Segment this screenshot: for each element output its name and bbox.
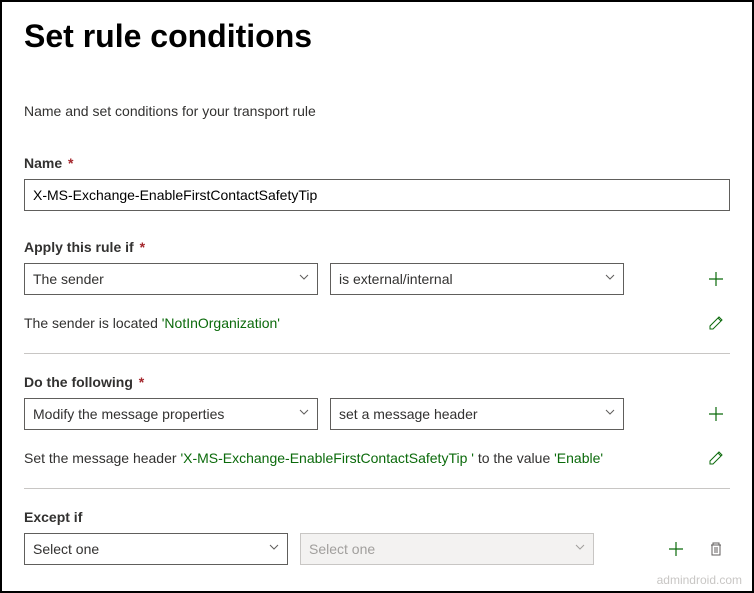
apply-if-select-secondary[interactable]: is external/internal: [330, 263, 624, 295]
divider: [24, 353, 730, 354]
add-exception-button[interactable]: [662, 535, 690, 563]
apply-if-row: The sender is external/internal: [24, 263, 730, 295]
header-value-value: 'Enable': [554, 450, 603, 466]
required-asterisk: *: [135, 374, 144, 390]
header-name-value: 'X-MS-Exchange-EnableFirstContactSafetyT…: [180, 450, 474, 466]
apply-if-select-primary[interactable]: The sender: [24, 263, 318, 295]
apply-if-value: 'NotInOrganization': [162, 315, 280, 331]
watermark: admindroid.com: [657, 573, 742, 587]
apply-if-summary: The sender is located 'NotInOrganization…: [24, 309, 730, 337]
do-following-row: Modify the message properties set a mess…: [24, 398, 730, 430]
pencil-icon: [708, 450, 724, 466]
name-label: Name *: [24, 155, 730, 171]
add-condition-button[interactable]: [702, 265, 730, 293]
trash-icon: [708, 541, 724, 557]
except-if-select-primary[interactable]: Select one: [24, 533, 288, 565]
page-subtitle: Name and set conditions for your transpo…: [24, 103, 730, 119]
divider: [24, 488, 730, 489]
add-action-button[interactable]: [702, 400, 730, 428]
do-following-select-secondary[interactable]: set a message header: [330, 398, 624, 430]
do-following-label: Do the following *: [24, 374, 730, 390]
delete-exception-button[interactable]: [702, 535, 730, 563]
pencil-icon: [708, 315, 724, 331]
except-if-label: Except if: [24, 509, 730, 525]
apply-if-label: Apply this rule if *: [24, 239, 730, 255]
do-following-summary: Set the message header 'X-MS-Exchange-En…: [24, 444, 730, 472]
page-title: Set rule conditions: [24, 18, 730, 55]
except-if-select-secondary: Select one: [300, 533, 594, 565]
required-asterisk: *: [64, 155, 73, 171]
edit-condition-button[interactable]: [702, 309, 730, 337]
plus-icon: [707, 405, 725, 423]
except-if-row: Select one Select one: [24, 533, 730, 565]
plus-icon: [667, 540, 685, 558]
required-asterisk: *: [136, 239, 145, 255]
name-input[interactable]: [24, 179, 730, 211]
plus-icon: [707, 270, 725, 288]
edit-action-button[interactable]: [702, 444, 730, 472]
do-following-select-primary[interactable]: Modify the message properties: [24, 398, 318, 430]
